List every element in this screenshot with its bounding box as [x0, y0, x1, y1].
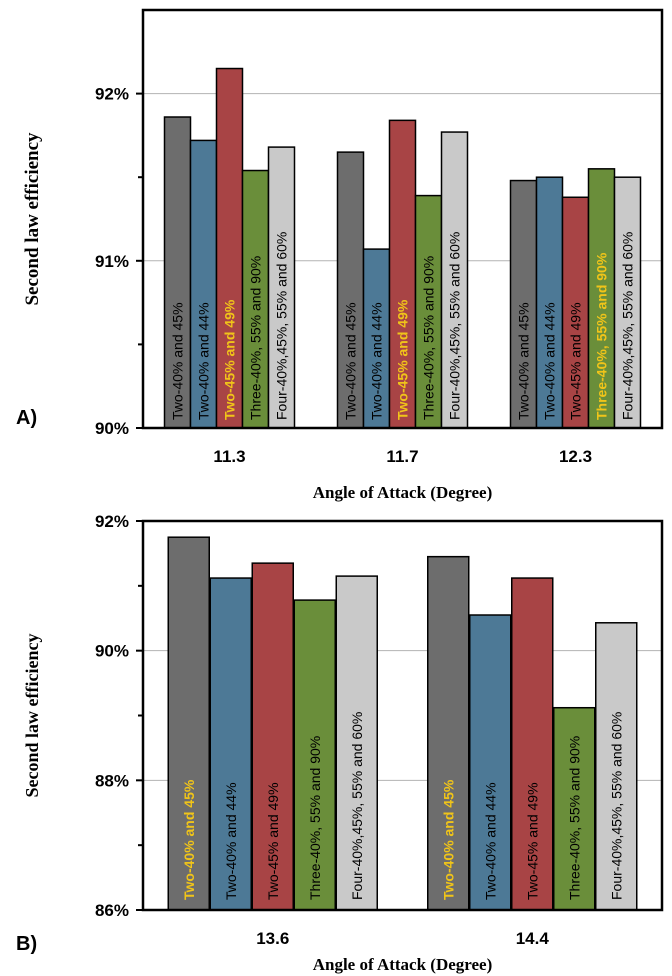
bar-label: Four-40%,45%, 55% and 60%: [349, 712, 365, 900]
bar: [209, 577, 252, 911]
bar-label: Four-40%,45%, 55% and 60%: [274, 232, 290, 420]
y-tick-label: 92%: [95, 512, 129, 531]
bar: [241, 169, 270, 429]
x-tick-label: 12.3: [559, 447, 592, 466]
bar-label: Two-45% and 49%: [265, 782, 281, 900]
bar: [613, 176, 642, 429]
x-tick-label: 11.3: [213, 447, 245, 466]
bar: [587, 168, 616, 429]
bar-label: Four-40%,45%, 55% and 60%: [447, 232, 463, 420]
x-axis-title: Angle of Attack (Degree): [313, 955, 493, 974]
bar-label: Three-40%, 55% and 90%: [594, 252, 610, 420]
bar-label: Two-40% and 45%: [170, 302, 186, 420]
y-tick-label: 90%: [95, 642, 129, 661]
bar-label: Two-45% and 49%: [568, 302, 584, 420]
bar: [267, 146, 296, 429]
bar: [509, 179, 538, 429]
bar-label: Two-40% and 44%: [223, 782, 239, 900]
bar-label: Two-45% and 49%: [395, 299, 411, 420]
y-tick-label: 91%: [95, 252, 129, 271]
chart-panel-a: Two-40% and 45% Two-40% and 44% Two-45% an…: [16, 8, 664, 502]
bar: [362, 248, 391, 429]
bar-label: Four-40%,45%, 55% and 60%: [620, 232, 636, 420]
chart-panel-b: Two-40% and 45% Two-40% and 44% Two-45% an…: [16, 512, 664, 974]
bar-label: Two-40% and 45%: [516, 302, 532, 420]
bar-label: Two-40% and 45%: [440, 779, 456, 900]
bar-label: Two-40% and 45%: [181, 779, 197, 900]
y-axis-title: Second law efficiency: [22, 132, 43, 306]
bar: [469, 614, 512, 911]
x-tick-label: 11.7: [386, 447, 418, 466]
bar: [167, 536, 210, 911]
y-axis-title: Second law efficiency: [22, 634, 42, 798]
bar-label: Two-45% and 49%: [222, 299, 238, 420]
bar-label: Two-40% and 45%: [343, 302, 359, 420]
bar-label: Two-40% and 44%: [196, 302, 212, 420]
y-tick-label: 90%: [95, 419, 129, 438]
bar-label: Three-40%, 55% and 90%: [248, 256, 264, 420]
x-axis-title: Angle of Attack (Degree): [313, 483, 493, 502]
y-tick-label: 92%: [95, 85, 129, 104]
bar-label: Two-40% and 44%: [482, 782, 498, 900]
x-tick-label: 13.6: [256, 929, 289, 948]
bar: [215, 67, 244, 429]
bar: [335, 575, 378, 911]
bar: [535, 176, 564, 429]
panel-label: B): [16, 933, 37, 955]
bar: [251, 562, 294, 911]
bar-label: Two-40% and 44%: [369, 302, 385, 420]
panel-label: A): [16, 407, 37, 429]
bar: [336, 151, 365, 429]
bar-label: Three-40%, 55% and 90%: [307, 736, 323, 900]
x-tick-label: 14.4: [516, 929, 550, 948]
bar-label: Three-40%, 55% and 90%: [421, 256, 437, 420]
bar-label: Three-40%, 55% and 90%: [566, 736, 582, 900]
bar-label: Two-45% and 49%: [524, 782, 540, 900]
plot-frame: [141, 8, 664, 430]
bar-label: Two-40% and 44%: [542, 302, 558, 420]
y-tick-label: 88%: [95, 771, 129, 790]
bar-label: Four-40%,45%, 55% and 60%: [608, 712, 624, 900]
y-tick-label: 86%: [95, 901, 129, 920]
